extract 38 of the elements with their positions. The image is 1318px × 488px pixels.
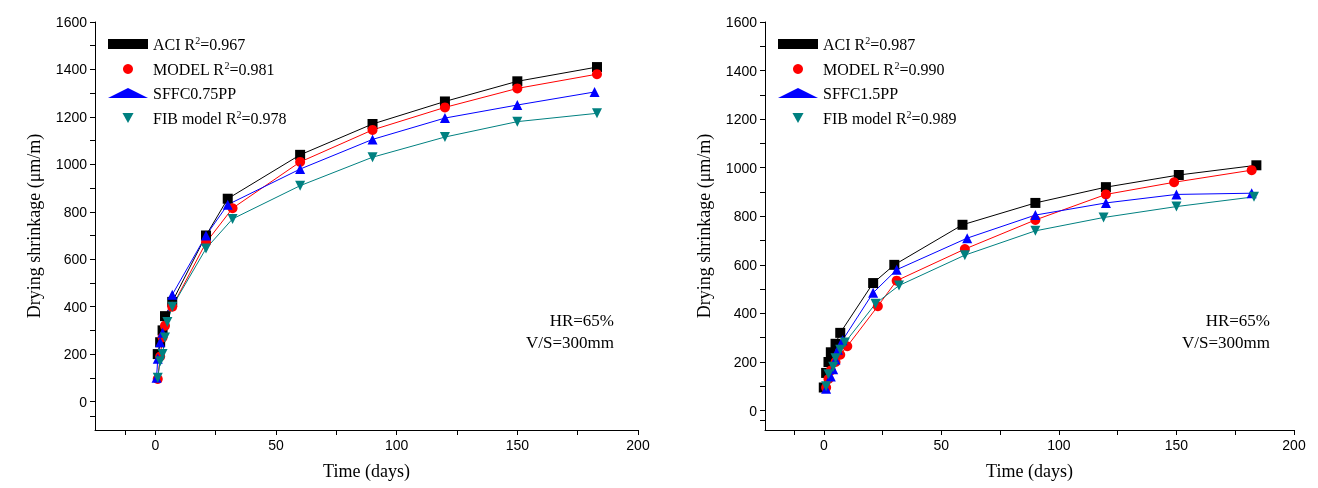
x-tick-label: 200 xyxy=(1282,437,1306,453)
y-tick-label: 1600 xyxy=(55,14,88,30)
annotation: V/S=300mm xyxy=(1182,333,1271,352)
x-axis-title: Time (days) xyxy=(986,461,1073,482)
y-tick-label: 800 xyxy=(733,208,758,225)
x-tick-label: 0 xyxy=(819,437,828,453)
y-tick-label: 1000 xyxy=(725,159,758,176)
x-tick-label: 150 xyxy=(1164,437,1189,453)
y-axis-title: Drying shrinkage (μm/m) xyxy=(24,133,45,319)
legend-label: SFFC1.5PP xyxy=(823,84,899,102)
y-tick-label: 0 xyxy=(749,402,758,419)
annotation: HR=65% xyxy=(549,311,615,330)
y-tick-label: 600 xyxy=(733,256,758,273)
y-tick-label: 400 xyxy=(733,305,758,322)
y-tick-label: 400 xyxy=(63,298,88,315)
y-tick-label: 1400 xyxy=(55,61,88,78)
y-tick-label: 600 xyxy=(63,251,88,268)
y-tick-label: 1600 xyxy=(725,14,758,30)
x-tick-label: 0 xyxy=(151,437,160,453)
y-tick-label: 1400 xyxy=(725,62,758,79)
y-tick-label: 1000 xyxy=(55,156,88,173)
y-axis-title: Drying shrinkage (μm/m) xyxy=(694,133,715,319)
annotation: HR=65% xyxy=(1205,311,1271,330)
y-tick-label: 200 xyxy=(63,346,88,363)
annotation: V/S=300mm xyxy=(526,333,615,352)
legend-label: SFFC0.75PP xyxy=(153,84,237,102)
y-tick-label: 1200 xyxy=(725,111,758,128)
x-tick-label: 150 xyxy=(505,437,530,453)
x-axis-title: Time (days) xyxy=(323,461,410,482)
x-tick-label: 100 xyxy=(384,437,409,453)
x-tick-label: 50 xyxy=(268,437,284,453)
x-tick-label: 200 xyxy=(626,437,650,453)
x-tick-label: 100 xyxy=(1047,437,1071,453)
x-tick-label: 50 xyxy=(933,437,950,453)
y-tick-label: 800 xyxy=(63,203,88,220)
y-tick-label: 0 xyxy=(79,393,88,410)
y-tick-label: 1200 xyxy=(55,108,88,125)
y-tick-label: 200 xyxy=(733,354,758,370)
